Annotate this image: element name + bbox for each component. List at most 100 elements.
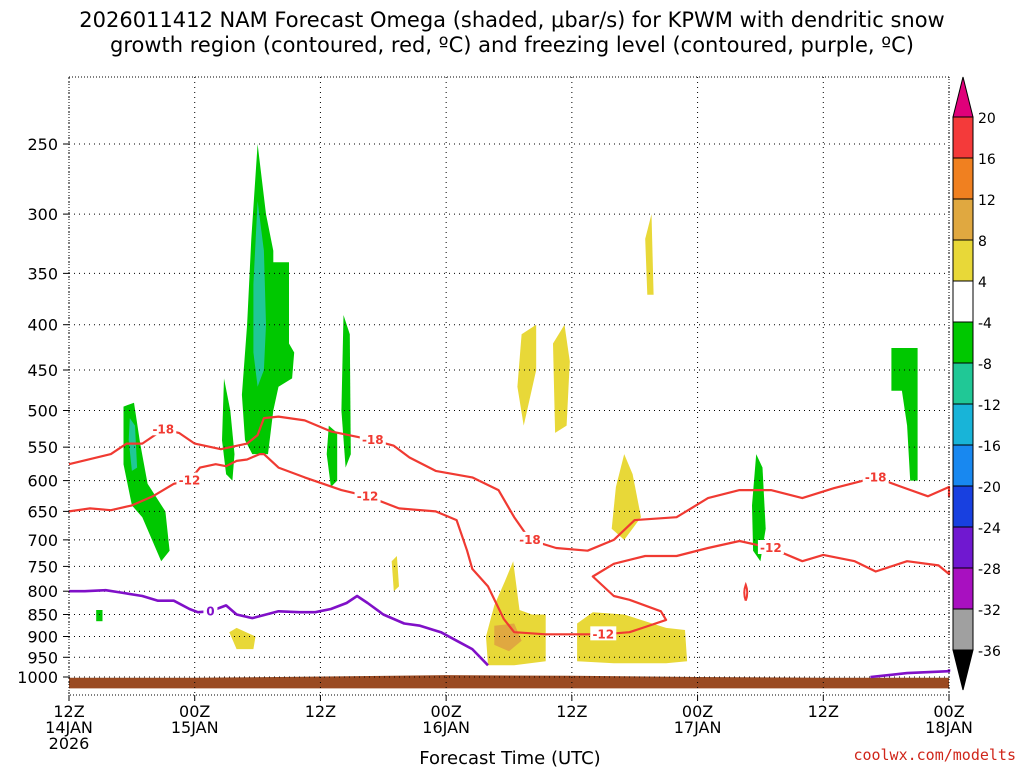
contour-label-bg: [150, 421, 177, 436]
contour-label-bg: [590, 626, 617, 641]
x-tick-label-36-1: 00Z: [430, 702, 461, 721]
x-tick-label-12-2: 15JAN: [171, 718, 219, 737]
temperature-contours: -18 -18 -18 -18 -12 -12 -12 -12 0: [68, 415, 951, 679]
x-tick-label-60-2: 17JAN: [674, 718, 722, 737]
freezing-level-line: [69, 588, 489, 667]
colorbar-label-12: -32: [978, 603, 1001, 619]
omega-region-ascent-teal-column-15jan: [253, 201, 266, 387]
x-tick-label-60-1: 00Z: [682, 702, 713, 721]
colorbar-label-1: 16: [978, 152, 996, 168]
omega-region-ascent-green-small-f: [96, 610, 103, 622]
colorbar-label-9: -20: [978, 480, 1001, 496]
plot-frame: [68, 76, 950, 696]
source-credit: coolwx.com/modelts: [853, 746, 1016, 764]
colorbar-label-11: -28: [978, 562, 1001, 578]
colorbar-swatch-8: [952, 444, 974, 487]
colorbar-label-4: 4: [978, 275, 987, 291]
contour-label-bg: [757, 540, 784, 555]
y-tick-label-700: 700: [27, 531, 58, 550]
x-tick-label-12-1: 00Z: [179, 702, 210, 721]
omega-colorbar: 20 16 12 8 4 -4 -8 -12 -16 -20 -24 -28 -32 -36: [952, 76, 1001, 691]
contour-label-bg: [862, 469, 889, 484]
y-tick-label-650: 650: [27, 502, 58, 521]
colorbar-swatch-10: [952, 526, 974, 569]
contour-label--18-3: -18: [865, 470, 887, 484]
x-tick-label-84-2: 18JAN: [925, 718, 973, 737]
omega-region-descent-yellow-c: [645, 214, 654, 295]
y-tick-label-500: 500: [27, 402, 58, 421]
x-tick-label-0-3: 2026: [49, 734, 90, 753]
y-tick-label-750: 750: [27, 557, 58, 576]
x-tick-label-48-1: 12Z: [556, 702, 587, 721]
contour-line--18: [68, 415, 951, 552]
y-tick-label-900: 900: [27, 627, 58, 646]
colorbar-swatch-2: [952, 198, 974, 241]
x-tick-label-0-1: 12Z: [53, 702, 84, 721]
x-tick-label-84-1: 00Z: [933, 702, 964, 721]
colorbar-label-13: -36: [978, 644, 1001, 660]
contour-closed-small: [743, 581, 749, 602]
freezing-level-label: 0: [206, 604, 214, 618]
colorbar-label-2: 12: [978, 193, 996, 209]
colorbar-swatch-12: [952, 608, 974, 651]
colorbar-swatch-9: [952, 485, 974, 528]
colorbar-label-6: -8: [978, 357, 992, 373]
chart-title-line1: 2026011412 NAM Forecast Omega (shaded, μ…: [79, 8, 944, 32]
colorbar-swatch-6: [952, 362, 974, 405]
x-tick-label-0-2: 14JAN: [45, 718, 93, 737]
colorbar-top-arrow: [952, 76, 974, 118]
y-tick-label-450: 450: [27, 361, 58, 380]
y-tick-label-950: 950: [27, 648, 58, 667]
x-tick-label-36-2: 16JAN: [422, 718, 470, 737]
omega-region-ascent-green-column-15jan: [241, 144, 295, 455]
omega-region-descent-yellow-g: [391, 556, 399, 592]
omega-region-descent-yellow-f: [577, 612, 688, 664]
colorbar-label-10: -24: [978, 521, 1001, 537]
contour-label--12-1: -12: [357, 489, 379, 503]
contour-label-bg: [516, 531, 543, 546]
y-tick-label-550: 550: [27, 438, 58, 457]
y-axis-ticks: 250 300 350 400 450 500 550 600 650 700 750 800 850 9…: [17, 135, 69, 687]
colorbar-swatch-11: [952, 567, 974, 610]
colorbar-swatch-1: [952, 157, 974, 200]
colorbar-label-3: 8: [978, 234, 987, 250]
omega-region-descent-orange-e: [494, 623, 522, 652]
y-tick-label-600: 600: [27, 472, 58, 491]
contour-label-bg: [354, 488, 381, 503]
contour-label--12-3: -12: [760, 541, 782, 555]
colorbar-label-7: -12: [978, 398, 1001, 414]
omega-region-ascent-green-strip-b: [326, 425, 338, 487]
colorbar-label-5: -4: [978, 316, 992, 332]
ground-surface: [69, 675, 949, 689]
colorbar-bottom-arrow: [952, 649, 974, 691]
contour-label-bg: [359, 432, 386, 447]
chart-title-line2: growth region (contoured, red, ºC) and f…: [110, 33, 914, 57]
y-tick-label-300: 300: [27, 205, 58, 224]
contour-label--12-2: -12: [592, 627, 614, 641]
freezing-level-tail: [870, 669, 951, 679]
omega-region-descent-yellow-d: [611, 454, 641, 540]
colorbar-swatch-3: [952, 239, 974, 282]
omega-region-ascent-green-strip-a: [222, 378, 235, 481]
omega-region-descent-yellow-e: [486, 561, 546, 666]
contour-label--12-0: -12: [179, 474, 201, 488]
omega-region-descent-yellow-a: [517, 324, 537, 426]
contour-label--18-2: -18: [519, 533, 541, 547]
colorbar-swatch-4: [952, 280, 974, 323]
omega-shading: [96, 144, 918, 666]
colorbar-label-0: 20: [978, 111, 996, 127]
y-tick-label-250: 250: [27, 135, 58, 154]
colorbar-swatch-7: [952, 403, 974, 446]
contour-label-bg: [203, 603, 218, 618]
contour-label-bg: [176, 472, 203, 487]
contour-label--18-1: -18: [362, 433, 384, 447]
contour-label--18-0: -18: [152, 422, 174, 436]
x-axis-title: Forecast Time (UTC): [419, 748, 600, 768]
omega-region-ascent-green-strip-d: [752, 454, 766, 562]
omega-region-ascent-green-patch-e: [891, 348, 918, 481]
omega-region-descent-yellow-b: [553, 324, 570, 433]
colorbar-swatch-0: [952, 116, 974, 159]
x-tick-label-72-1: 12Z: [808, 702, 839, 721]
